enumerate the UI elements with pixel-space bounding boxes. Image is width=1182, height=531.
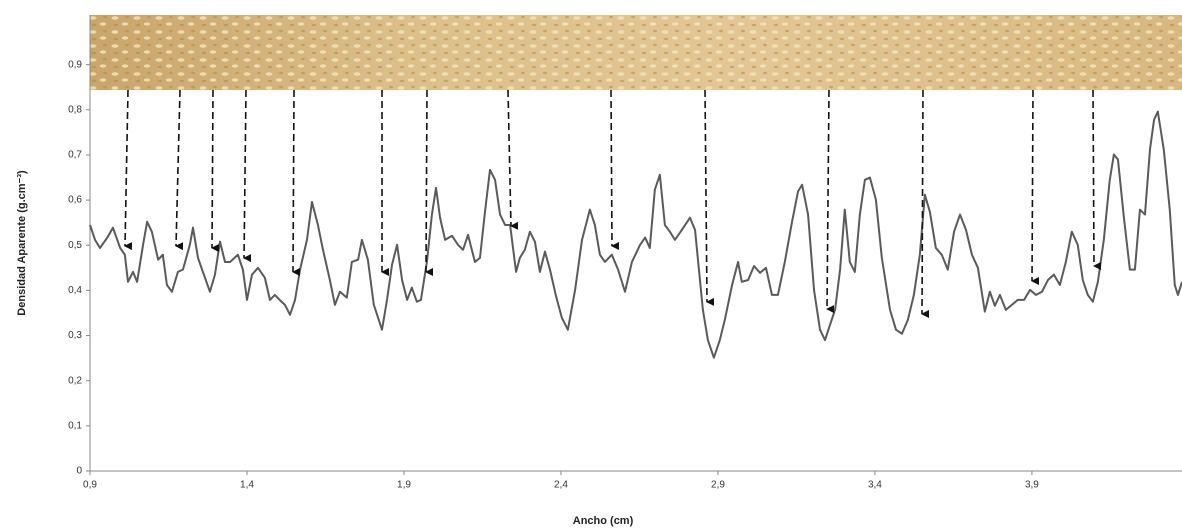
y-tick-label: 0,4 [68,285,82,296]
x-tick-label: 2,4 [554,480,568,491]
x-tick-label: 3,4 [868,480,882,491]
y-tick-label: 0,9 [68,59,82,70]
x-tick-label: 3,9 [1025,480,1039,491]
y-tick-label: 0,2 [68,375,82,386]
y-tick-label: 0,6 [68,195,82,206]
y-tick-label: 0,7 [68,150,82,161]
density-line [89,110,1182,359]
x-tick-label: 0,9 [83,480,97,491]
y-tick-label: 0,5 [68,240,82,251]
x-axis-title: Ancho (cm) [573,515,634,527]
y-tick-label: 0,1 [68,420,82,431]
y-tick-label: 0,8 [68,104,82,115]
x-tick-label: 1,4 [240,480,254,491]
x-tick-label: 2,9 [711,480,725,491]
wood-sample [90,15,1182,90]
y-tick-label: 0 [76,466,82,477]
x-tick-label: 1,9 [397,480,411,491]
y-tick-label: 0,3 [68,330,82,341]
y-axis-title: Densidad Aparente (g.cm⁻³) [16,170,28,316]
ring-arrows [124,89,1102,319]
